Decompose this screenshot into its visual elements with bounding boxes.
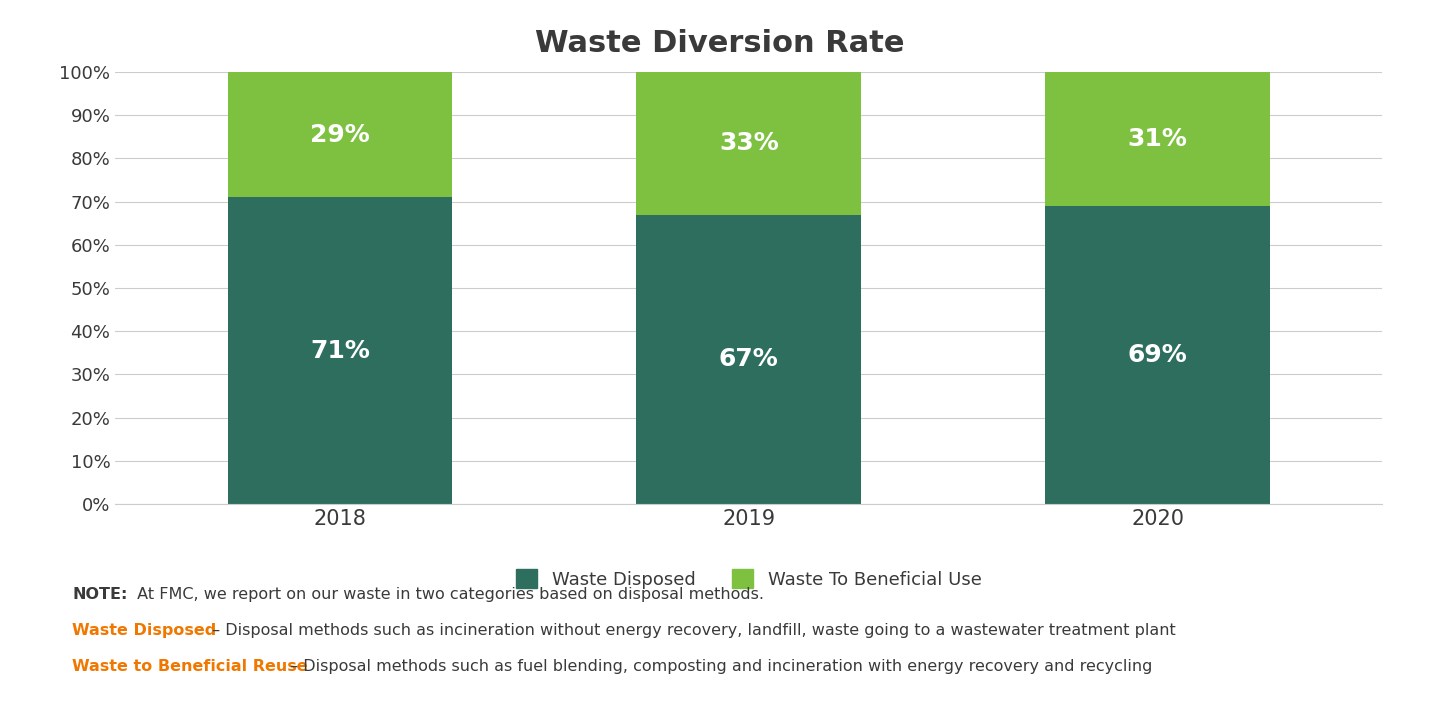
Text: – Disposal methods such as incineration without energy recovery, landfill, waste: – Disposal methods such as incineration … [207,623,1176,638]
Bar [228,72,452,197]
Legend: Waste Disposed, Waste To Beneficial Use: Waste Disposed, Waste To Beneficial Use [516,570,982,588]
Bar [1045,206,1270,504]
Text: 71%: 71% [310,338,370,363]
Text: – Disposal methods such as fuel blending, composting and incineration with energ: – Disposal methods such as fuel blending… [285,659,1152,674]
Bar [1045,72,1270,206]
Text: 67%: 67% [719,347,779,372]
Text: 31%: 31% [1128,127,1188,151]
Text: 69%: 69% [1128,343,1188,367]
Text: 33%: 33% [719,131,779,156]
Text: Waste Diversion Rate: Waste Diversion Rate [536,29,904,58]
Text: Waste to Beneficial Reuse: Waste to Beneficial Reuse [72,659,308,674]
Bar [228,197,452,504]
Text: NOTE:: NOTE: [72,587,127,602]
Text: At FMC, we report on our waste in two categories based on disposal methods.: At FMC, we report on our waste in two ca… [132,587,765,602]
Text: Waste Disposed: Waste Disposed [72,623,216,638]
Bar [636,72,861,215]
Bar [636,215,861,504]
Text: 29%: 29% [310,122,370,147]
